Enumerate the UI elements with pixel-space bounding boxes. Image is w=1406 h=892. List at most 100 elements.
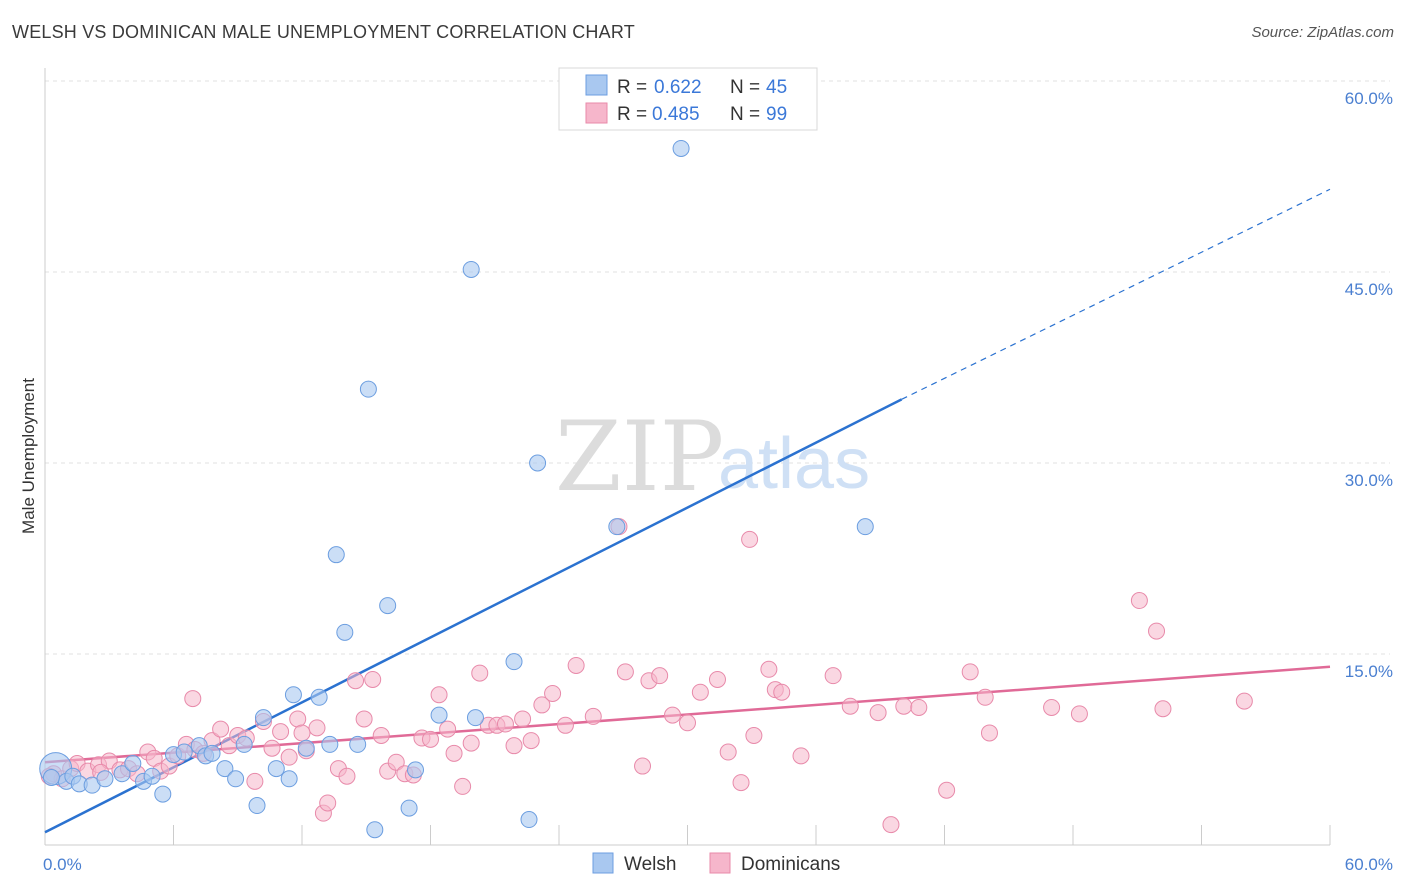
dominicans-point — [355, 710, 373, 728]
bottom-legend-welsh-swatch — [592, 852, 614, 874]
dominicans-point — [708, 670, 726, 688]
dominicans-point — [556, 716, 574, 734]
dominicans-point — [651, 667, 669, 685]
dominicans-point — [1070, 705, 1088, 723]
dominicans-point — [634, 757, 652, 775]
dominicans-point — [895, 697, 913, 715]
dominicans-point — [522, 732, 540, 750]
welsh-trend-line — [44, 398, 903, 834]
bottom-legend-dominicans-label: Dominicans — [741, 854, 840, 875]
welsh-point — [96, 770, 114, 788]
welsh-point — [227, 770, 245, 788]
bottom-legend: Welsh Dominicans — [592, 852, 840, 875]
x-tick-labels: 0.0% 60.0% — [43, 855, 1393, 874]
welsh-point — [379, 597, 397, 615]
dominicans-point — [280, 748, 298, 766]
gridlines — [45, 80, 1390, 845]
dominicans-point — [976, 688, 994, 706]
dominicans-point — [212, 720, 230, 738]
dominicans-point — [691, 683, 709, 701]
dominicans-points — [40, 518, 1253, 834]
welsh-point — [175, 743, 193, 761]
welsh-point — [529, 454, 547, 472]
welsh-point — [248, 797, 266, 815]
y-tick-label-0: 15.0% — [1345, 662, 1393, 681]
welsh-point — [267, 760, 285, 778]
welsh-point — [359, 380, 377, 398]
welsh-point — [400, 799, 418, 817]
legend-welsh-r-value: 0.622 — [654, 77, 702, 98]
dominicans-point — [745, 726, 763, 744]
dominicans-point — [293, 724, 311, 742]
dominicans-point — [719, 743, 737, 761]
dominicans-point — [1154, 700, 1172, 718]
welsh-point — [672, 139, 690, 157]
legend-dominicans-r-label: R = — [617, 104, 647, 125]
y-tick-label-2: 45.0% — [1345, 280, 1393, 299]
dominicans-point — [372, 726, 390, 744]
welsh-point — [336, 623, 354, 641]
welsh-point — [216, 760, 234, 778]
dominicans-point — [824, 667, 842, 685]
bottom-legend-welsh-label: Welsh — [624, 854, 676, 875]
dominicans-point — [567, 656, 585, 674]
dominicans-point — [533, 696, 551, 714]
dominicans-point — [961, 663, 979, 681]
axes — [44, 68, 1330, 846]
welsh-point — [321, 735, 339, 753]
legend-dominicans-swatch — [585, 102, 608, 124]
dominicans-point — [544, 684, 562, 702]
dominicans-point — [338, 767, 356, 785]
welsh-point — [154, 785, 172, 803]
dominicans-point — [773, 683, 791, 701]
welsh-point — [203, 744, 221, 762]
watermark-zip: ZIP — [555, 401, 724, 513]
welsh-point — [327, 546, 345, 564]
chart-title: WELSH VS DOMINICAN MALE UNEMPLOYMENT COR… — [12, 22, 635, 42]
dominicans-point — [496, 715, 514, 733]
dominicans-point — [792, 747, 810, 765]
dominicans-point — [184, 690, 202, 708]
dominicans-point — [471, 664, 489, 682]
dominicans-point — [938, 781, 956, 799]
welsh-point — [430, 706, 448, 724]
dominicans-point — [430, 686, 448, 704]
dominicans-point — [584, 707, 602, 725]
welsh-point — [466, 709, 484, 727]
dominicans-point — [454, 777, 472, 795]
welsh-point — [280, 770, 298, 788]
dominicans-point — [308, 719, 326, 737]
dominicans-point — [760, 660, 778, 678]
dominicans-point — [841, 697, 859, 715]
watermark: ZIP atlas — [555, 401, 870, 513]
dominicans-point — [462, 734, 480, 752]
dominicans-point — [980, 724, 998, 742]
welsh-point — [284, 686, 302, 704]
legend-welsh-n-value: 45 — [766, 77, 787, 98]
watermark-atlas: atlas — [718, 424, 870, 504]
dominicans-point — [445, 744, 463, 762]
source-credit: Source: ZipAtlas.com — [1251, 24, 1394, 41]
dominicans-point — [616, 663, 634, 681]
dominicans-point — [910, 698, 928, 716]
legend-dominicans-n-value: 99 — [766, 104, 787, 125]
x-tick-label-1: 60.0% — [1345, 855, 1393, 874]
welsh-point — [42, 769, 60, 787]
dominicans-point — [1043, 698, 1061, 716]
welsh-point — [462, 260, 480, 278]
welsh-point — [856, 518, 874, 536]
welsh-point — [520, 811, 538, 829]
welsh-point — [297, 739, 315, 757]
welsh-point — [310, 688, 328, 706]
dominicans-point — [319, 794, 337, 812]
x-tick-label-0: 0.0% — [43, 855, 82, 874]
dominicans-point — [1130, 592, 1148, 610]
welsh-point — [407, 761, 425, 779]
welsh-points — [39, 139, 874, 839]
dominicans-point — [741, 530, 759, 548]
dominicans-point — [422, 730, 439, 748]
welsh-trend-extension — [901, 188, 1331, 400]
dominicans-point — [289, 710, 307, 728]
dominicans-point — [439, 720, 457, 738]
